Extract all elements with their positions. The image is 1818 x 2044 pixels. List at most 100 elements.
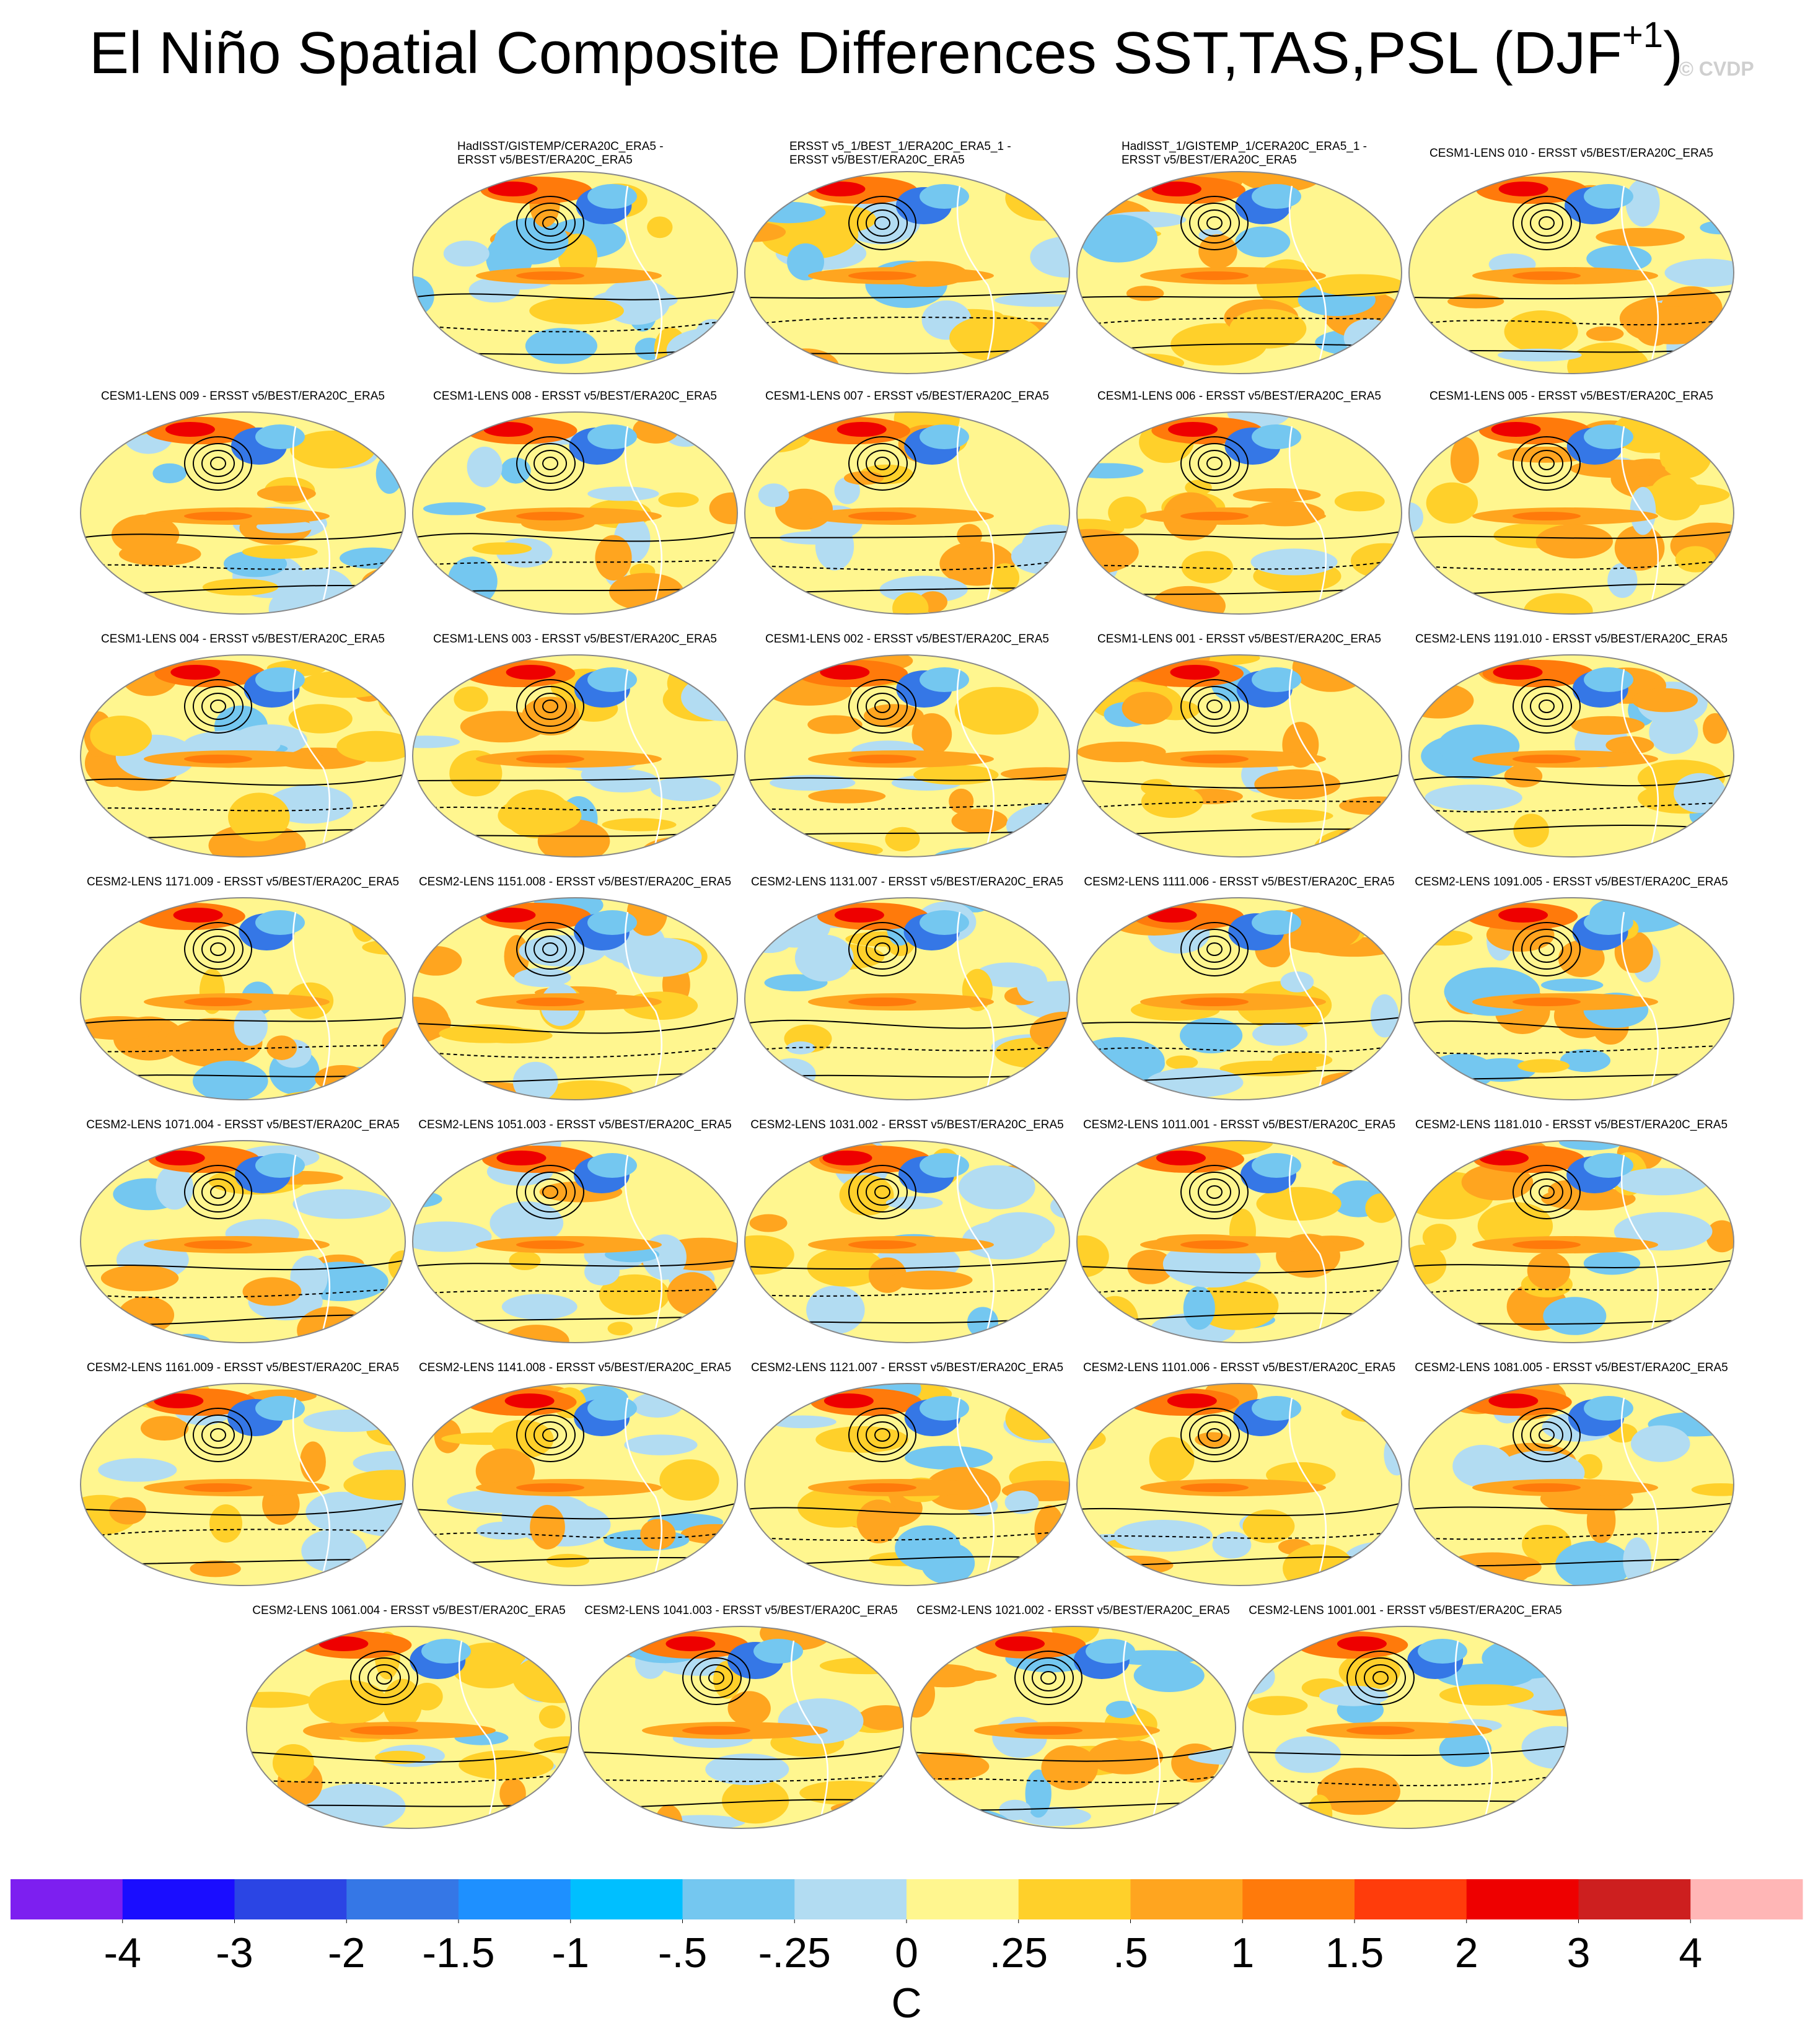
map-anomaly-patch [1362, 361, 1402, 374]
map-contour [857, 686, 908, 727]
map-anomaly-patch [666, 327, 737, 373]
map-contour [1189, 443, 1240, 484]
map-anomaly-patch [382, 1678, 423, 1729]
map-anomaly-patch [375, 454, 403, 494]
map-anomaly-patch [1631, 688, 1698, 713]
map-anomaly-patch [1504, 765, 1543, 787]
map [81, 1384, 405, 1586]
map-anomaly-patch [1183, 1286, 1215, 1330]
map-arctic-hot [1156, 1151, 1206, 1165]
map-anomaly-patch [303, 1409, 395, 1432]
map-contour [1180, 922, 1249, 976]
map-contour [866, 1421, 899, 1449]
map-anomaly-patch [156, 1164, 193, 1210]
panel-title: CESM2-LENS 1111.006 - ERSST v5/BEST/ERA2… [1084, 875, 1394, 888]
panel-title-line: ERSST v5/BEST/ERA20C_ERA5 [457, 154, 633, 167]
map-arctic-cool [255, 667, 305, 692]
map-anomaly-patch [248, 1802, 292, 1818]
map-arctic-cool [1418, 1639, 1467, 1664]
map-contour [1077, 1017, 1402, 1025]
colorbar-label: 3 [1567, 1929, 1591, 1976]
panel-title: CESM2-LENS 1101.006 - ERSST v5/BEST/ERA2… [1083, 1361, 1395, 1374]
colorbar-label: .5 [1113, 1929, 1148, 1976]
map-arctic-cool [920, 667, 969, 692]
map-anomaly-patch [272, 1744, 314, 1782]
map-contour [1521, 929, 1572, 970]
colorbar-box [346, 1879, 459, 1919]
map-border [1408, 171, 1734, 374]
map [745, 1141, 1069, 1343]
map-anomaly-patch [607, 1322, 633, 1336]
map-anomaly-patch [851, 1626, 901, 1652]
map-anomaly-patch [933, 847, 1032, 857]
panel-title: CESM2-LENS 1061.004 - ERSST v5/BEST/ERA2… [252, 1604, 566, 1617]
panel-title: CESM1-LENS 004 - ERSST v5/BEST/ERA20C_ER… [101, 633, 385, 646]
colorbar-box [570, 1879, 683, 1919]
colorbar-box [682, 1879, 795, 1919]
map [1409, 655, 1734, 857]
map-border [1408, 1140, 1734, 1343]
map-contour [745, 317, 1069, 326]
map-anomaly-patch [1560, 1049, 1611, 1072]
map-anomaly-patch [640, 1519, 676, 1550]
map-anomaly-patch [1317, 1768, 1400, 1815]
map-contour [184, 1165, 252, 1219]
map-anomaly-patch [192, 1060, 268, 1100]
map-arctic-hot [504, 1393, 555, 1408]
map-contour [857, 1415, 908, 1455]
colorbar-label: 0 [895, 1929, 918, 1976]
map-anomaly-patch [766, 1058, 816, 1090]
map-equatorial-core [848, 998, 916, 1006]
map-contour [413, 559, 737, 566]
map [745, 898, 1069, 1100]
map-anomaly-patch [413, 1141, 504, 1157]
map-coastline [1288, 1154, 1327, 1341]
map-contour [1409, 1287, 1734, 1295]
map-contour [542, 216, 558, 230]
map-contour [745, 802, 1069, 810]
map-contour [1189, 929, 1240, 970]
map-equatorial-core [1180, 1240, 1249, 1249]
map-contour [1409, 291, 1734, 300]
map-contour [534, 936, 567, 963]
map [81, 412, 405, 614]
map-anomaly-patch [1409, 898, 1459, 914]
map-anomaly-patch [1695, 1394, 1734, 1427]
map-contour [857, 203, 908, 243]
map-anomaly-patch [654, 1804, 683, 1828]
map-anomaly-patch [683, 662, 737, 689]
map-contour [210, 1428, 226, 1442]
map-anomaly-patch [949, 788, 974, 814]
map-anomaly-patch [108, 1321, 136, 1343]
panel-title: CESM1-LENS 009 - ERSST v5/BEST/ERA20C_ER… [101, 390, 385, 403]
map-contour [1077, 317, 1402, 326]
map-contour [848, 922, 916, 976]
map-anomaly-patch [356, 1315, 405, 1343]
colorbar-box [1018, 1879, 1131, 1919]
map-contour [210, 1185, 226, 1199]
map-contour [874, 942, 890, 956]
map-contour [1409, 774, 1734, 787]
map-anomaly-patch [1614, 525, 1665, 571]
panel-title: CESM2-LENS 1081.005 - ERSST v5/BEST/ERA2… [1415, 1361, 1728, 1374]
panel-title: HadISST/GISTEMP/CERA20C_ERA5 -ERSST v5/B… [457, 140, 664, 167]
map-contour [184, 1408, 252, 1462]
map-anomaly-patch [1181, 551, 1233, 584]
map-anomaly-patch [1425, 784, 1522, 811]
map-anomaly-patch [1247, 1696, 1308, 1716]
map-anomaly-patch [958, 1165, 1035, 1209]
map-anomaly-patch [538, 1705, 566, 1729]
map-contour [1198, 1178, 1231, 1206]
map-contour [1206, 942, 1223, 956]
map-contour [1077, 559, 1402, 570]
map-contour [525, 929, 576, 970]
map-border [578, 1626, 904, 1829]
map-border [412, 1383, 738, 1586]
map-coastline [1122, 1640, 1161, 1827]
map-anomaly-patch [1141, 785, 1203, 818]
map-contour [1198, 209, 1231, 237]
map-anomaly-patch [1256, 1186, 1342, 1221]
map-border [412, 411, 738, 615]
map-anomaly-patch [413, 347, 436, 368]
figure-title: El Niño Spatial Composite Differences SS… [89, 15, 1683, 86]
